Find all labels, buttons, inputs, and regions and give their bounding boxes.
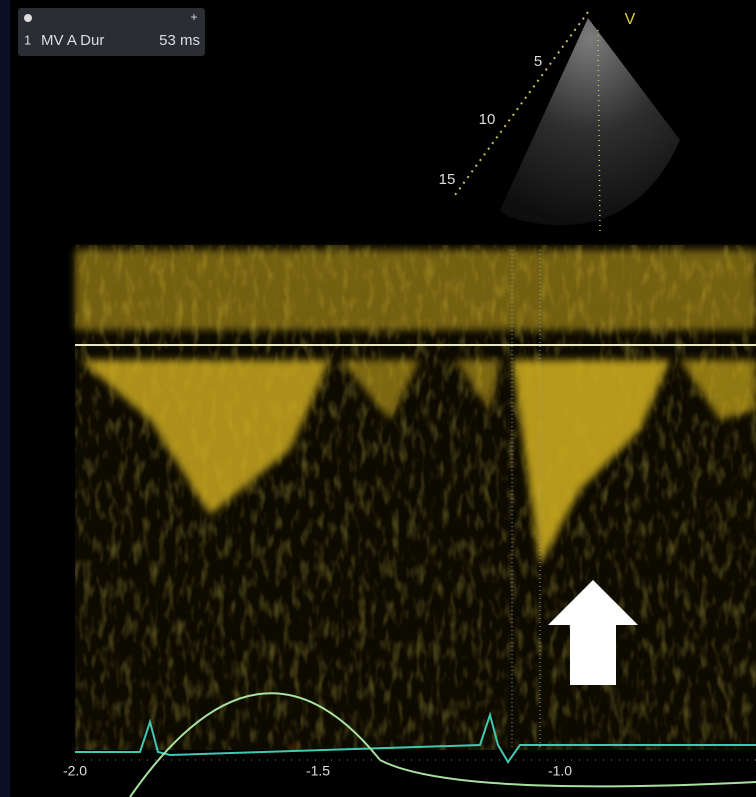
- doppler-spectrum: [75, 245, 756, 750]
- measurement-index: 1: [24, 32, 31, 47]
- sector-marker: V: [625, 11, 636, 28]
- measurement-value: 53 ms: [159, 32, 200, 49]
- measurement-label: MV A Dur: [41, 32, 104, 49]
- time-label: -2.0: [63, 763, 87, 779]
- ultrasound-screen: + 1 MV A Dur 53 ms V 5 10 15 -2.0 -1.5 -…: [0, 0, 756, 797]
- box-icon: +: [190, 10, 197, 24]
- depth-label: 15: [439, 171, 456, 188]
- time-label: -1.5: [306, 763, 330, 779]
- box-icon: [24, 14, 32, 22]
- depth-label: 5: [534, 53, 542, 70]
- time-label: -1.0: [548, 763, 572, 779]
- depth-label: 10: [479, 111, 496, 128]
